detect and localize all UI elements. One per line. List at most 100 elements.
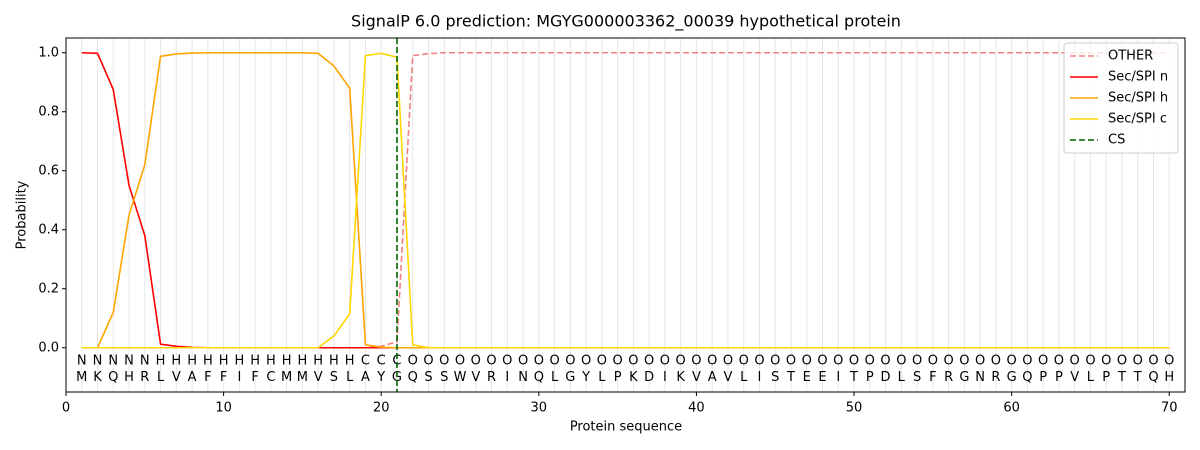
region-label: O [644, 354, 654, 369]
residue-label: Q [534, 370, 544, 385]
region-label: O [628, 354, 638, 369]
residue-label: D [881, 370, 891, 385]
x-tick-label: 20 [373, 401, 390, 416]
region-label: O [1133, 354, 1143, 369]
residue-label: K [629, 370, 638, 385]
region-label: C [377, 354, 386, 369]
residue-label: V [314, 370, 323, 385]
y-tick-label: 0.2 [38, 281, 59, 296]
region-label: O [802, 354, 812, 369]
residue-label: S [424, 370, 432, 385]
x-tick-label: 60 [1003, 401, 1020, 416]
x-tick-label: 10 [215, 401, 232, 416]
region-label: H [345, 354, 355, 369]
region-label: O [691, 354, 701, 369]
region-label: O [1022, 354, 1032, 369]
series-line [81, 51, 1170, 349]
residue-label: S [913, 370, 921, 385]
region-label: O [723, 354, 733, 369]
residue-label: W [454, 370, 467, 385]
region-label: H [298, 354, 308, 369]
residue-label: R [487, 370, 496, 385]
series-line [81, 52, 1170, 349]
chart-title: SignalP 6.0 prediction: MGYG000003362_00… [351, 12, 901, 32]
y-tick-label: 0.6 [38, 163, 59, 178]
region-label: O [613, 354, 623, 369]
series-line [81, 51, 1170, 349]
residue-label: A [708, 370, 717, 385]
region-label: O [896, 354, 906, 369]
residue-label: I [237, 370, 241, 385]
region-label: H [203, 354, 213, 369]
region-label: O [549, 354, 559, 369]
region-label: C [392, 354, 401, 369]
region-label: O [707, 354, 717, 369]
residue-label: Y [581, 370, 590, 385]
residue-label: A [361, 370, 370, 385]
residue-label: G [959, 370, 969, 385]
region-label: O [880, 354, 890, 369]
y-tick-label: 0.8 [38, 104, 59, 119]
residue-label: M [76, 370, 87, 385]
region-label: O [423, 354, 433, 369]
residue-label: E [803, 370, 811, 385]
residue-label: K [676, 370, 685, 385]
axes-frame [65, 37, 1186, 393]
region-label: H [187, 354, 197, 369]
residue-label: F [220, 370, 227, 385]
residue-label: T [1117, 370, 1126, 385]
x-tick-label: 70 [1161, 401, 1178, 416]
region-label: O [565, 354, 575, 369]
region-label: H [313, 354, 323, 369]
region-label: O [660, 354, 670, 369]
residue-label: V [692, 370, 701, 385]
region-label: O [1101, 354, 1111, 369]
residue-label: L [598, 370, 606, 385]
residue-label: I [505, 370, 509, 385]
region-label: H [250, 354, 260, 369]
region-label: N [140, 354, 150, 369]
residue-label: Y [376, 370, 385, 385]
region-label: N [124, 354, 134, 369]
residue-label: S [440, 370, 448, 385]
residue-label: P [1055, 370, 1063, 385]
region-label: O [408, 354, 418, 369]
region-label: O [597, 354, 607, 369]
region-label: O [1070, 354, 1080, 369]
residue-label: L [346, 370, 354, 385]
legend-label: Sec/SPI n [1108, 70, 1168, 85]
residue-label: P [614, 370, 622, 385]
residue-label: Q [1148, 370, 1158, 385]
residue-label: P [1039, 370, 1047, 385]
region-label: O [676, 354, 686, 369]
residue-label: L [740, 370, 748, 385]
residue-label: F [251, 370, 258, 385]
residue-label: V [1070, 370, 1079, 385]
residue-label: S [771, 370, 779, 385]
region-label: O [928, 354, 938, 369]
residue-label: K [93, 370, 102, 385]
region-label: O [770, 354, 780, 369]
legend-label: Sec/SPI h [1108, 91, 1168, 106]
region-label: N [93, 354, 103, 369]
residue-label: D [644, 370, 654, 385]
legend-box [1063, 42, 1179, 154]
y-axis-label: Probability [15, 180, 30, 249]
region-label: N [77, 354, 87, 369]
region-label: O [486, 354, 496, 369]
region-label: O [1117, 354, 1127, 369]
region-label: O [439, 354, 449, 369]
residue-label: L [157, 370, 165, 385]
region-label: O [754, 354, 764, 369]
region-label: H [171, 354, 181, 369]
residue-label: F [204, 370, 211, 385]
residue-label: L [1087, 370, 1095, 385]
residue-label: A [188, 370, 197, 385]
region-label: O [817, 354, 827, 369]
region-label: O [1007, 354, 1017, 369]
residue-label: F [929, 370, 936, 385]
region-label: O [833, 354, 843, 369]
region-label: O [849, 354, 859, 369]
residue-label: T [849, 370, 858, 385]
